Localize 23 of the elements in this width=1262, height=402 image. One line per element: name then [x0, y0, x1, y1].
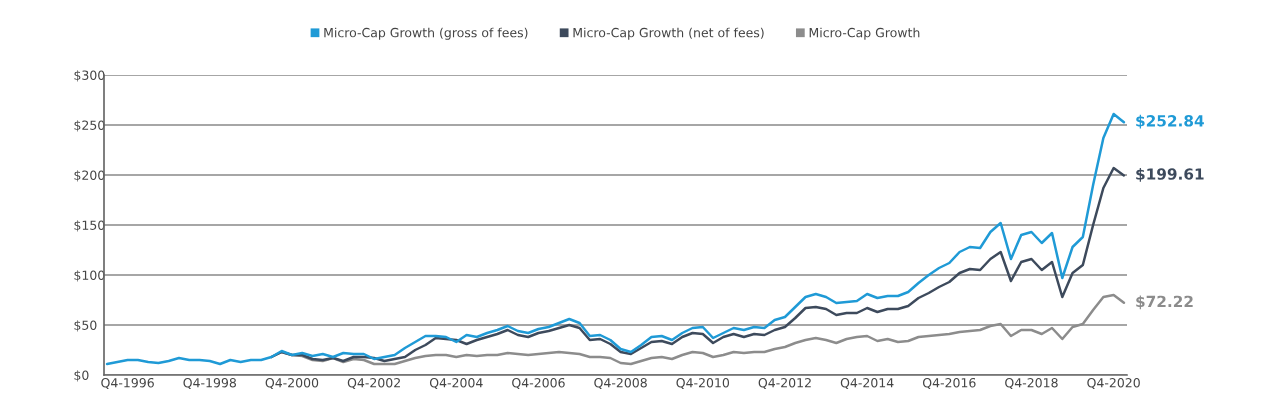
legend-label: Micro-Cap Growth (net of fees) — [573, 27, 764, 40]
text: $72.22 — [1136, 295, 1193, 310]
line-series — [105, 112, 1126, 366]
x-tick-label: Q4-2020 — [1087, 378, 1140, 389]
x-tick-label: Q4-2008 — [594, 378, 647, 389]
x-tick-label: Q4-2016 — [922, 378, 976, 389]
y-tick-label: $0 — [74, 370, 89, 382]
y-tick-label: $300 — [74, 70, 105, 82]
legend-label: Micro-Cap Growth — [809, 27, 920, 40]
text: $199.61 — [1136, 168, 1204, 182]
x-tick-label: Q4-2004 — [429, 378, 483, 389]
x-tick-label: Q4-2006 — [512, 378, 565, 389]
y-tick-label: $50 — [74, 320, 97, 332]
x-tick-label: Q4-2010 — [676, 378, 730, 389]
x-tick-label: Q4-1998 — [183, 378, 236, 389]
x-tick-label: Q4-2012 — [758, 378, 811, 389]
x-tick-label: Q4-1996 — [101, 378, 154, 389]
x-tick-label: Q4-2018 — [1005, 378, 1058, 389]
legend-label: Micro-Cap Growth (gross of fees) — [324, 27, 528, 40]
x-tick-label: Q4-2014 — [840, 378, 894, 389]
x-tick-label: Q4-2002 — [347, 378, 400, 389]
x-tick-label: Q4-2000 — [265, 378, 319, 389]
text: $252.84 — [1136, 114, 1204, 129]
